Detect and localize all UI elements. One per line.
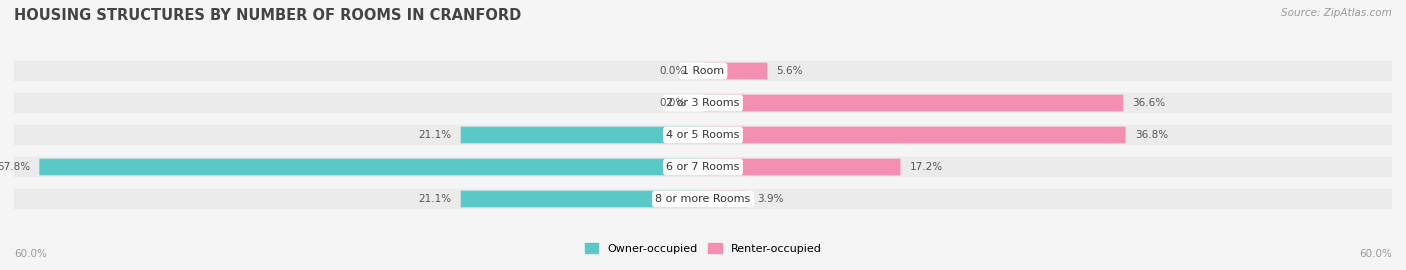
FancyBboxPatch shape (461, 127, 703, 143)
FancyBboxPatch shape (703, 95, 1123, 111)
FancyBboxPatch shape (461, 191, 703, 207)
FancyBboxPatch shape (14, 157, 1392, 177)
Text: 21.1%: 21.1% (419, 130, 451, 140)
Text: 17.2%: 17.2% (910, 162, 943, 172)
FancyBboxPatch shape (39, 159, 703, 175)
FancyBboxPatch shape (14, 189, 1392, 209)
Text: 8 or more Rooms: 8 or more Rooms (655, 194, 751, 204)
Text: 36.6%: 36.6% (1132, 98, 1166, 108)
Text: 60.0%: 60.0% (1360, 249, 1392, 259)
Text: 0.0%: 0.0% (659, 98, 686, 108)
Text: Source: ZipAtlas.com: Source: ZipAtlas.com (1281, 8, 1392, 18)
FancyBboxPatch shape (703, 159, 900, 175)
Text: 57.8%: 57.8% (0, 162, 30, 172)
Text: 5.6%: 5.6% (776, 66, 803, 76)
FancyBboxPatch shape (14, 93, 1392, 113)
Text: 4 or 5 Rooms: 4 or 5 Rooms (666, 130, 740, 140)
Text: 2 or 3 Rooms: 2 or 3 Rooms (666, 98, 740, 108)
FancyBboxPatch shape (703, 63, 768, 79)
FancyBboxPatch shape (703, 191, 748, 207)
Text: 21.1%: 21.1% (419, 194, 451, 204)
Text: 6 or 7 Rooms: 6 or 7 Rooms (666, 162, 740, 172)
Text: 36.8%: 36.8% (1135, 130, 1168, 140)
Text: HOUSING STRUCTURES BY NUMBER OF ROOMS IN CRANFORD: HOUSING STRUCTURES BY NUMBER OF ROOMS IN… (14, 8, 522, 23)
Text: 0.0%: 0.0% (659, 66, 686, 76)
Text: 1 Room: 1 Room (682, 66, 724, 76)
FancyBboxPatch shape (703, 127, 1126, 143)
FancyBboxPatch shape (14, 61, 1392, 81)
Text: 3.9%: 3.9% (756, 194, 783, 204)
Text: 60.0%: 60.0% (14, 249, 46, 259)
Legend: Owner-occupied, Renter-occupied: Owner-occupied, Renter-occupied (585, 244, 821, 254)
FancyBboxPatch shape (14, 125, 1392, 145)
